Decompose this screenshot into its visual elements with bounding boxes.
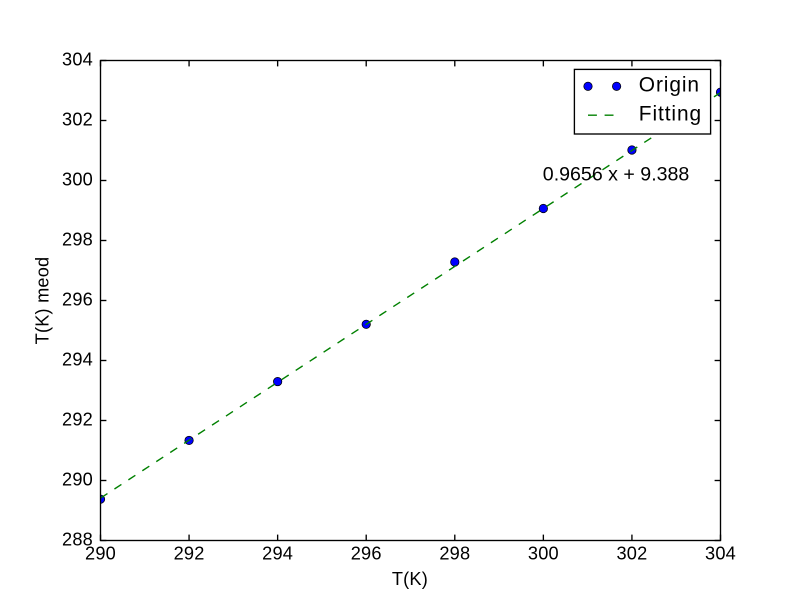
svg-text:300: 300: [528, 543, 559, 563]
svg-text:288: 288: [62, 529, 93, 549]
svg-text:290: 290: [62, 469, 93, 489]
svg-text:Fitting: Fitting: [639, 103, 702, 126]
svg-text:Origin: Origin: [639, 74, 700, 97]
svg-text:0.9656 x + 9.388: 0.9656 x + 9.388: [543, 163, 690, 185]
svg-text:290: 290: [85, 543, 116, 563]
svg-text:304: 304: [62, 49, 93, 69]
svg-text:292: 292: [174, 543, 205, 563]
svg-text:294: 294: [262, 543, 293, 563]
svg-text:304: 304: [705, 543, 736, 563]
svg-text:T(K) meod: T(K) meod: [32, 257, 52, 345]
svg-text:298: 298: [439, 543, 470, 563]
svg-text:296: 296: [351, 543, 382, 563]
svg-text:298: 298: [62, 229, 93, 249]
svg-text:294: 294: [62, 349, 93, 369]
svg-text:T(K): T(K): [392, 569, 428, 589]
svg-text:300: 300: [62, 169, 93, 189]
svg-text:302: 302: [62, 109, 93, 129]
svg-text:302: 302: [616, 543, 647, 563]
svg-text:292: 292: [62, 409, 93, 429]
svg-text:296: 296: [62, 289, 93, 309]
